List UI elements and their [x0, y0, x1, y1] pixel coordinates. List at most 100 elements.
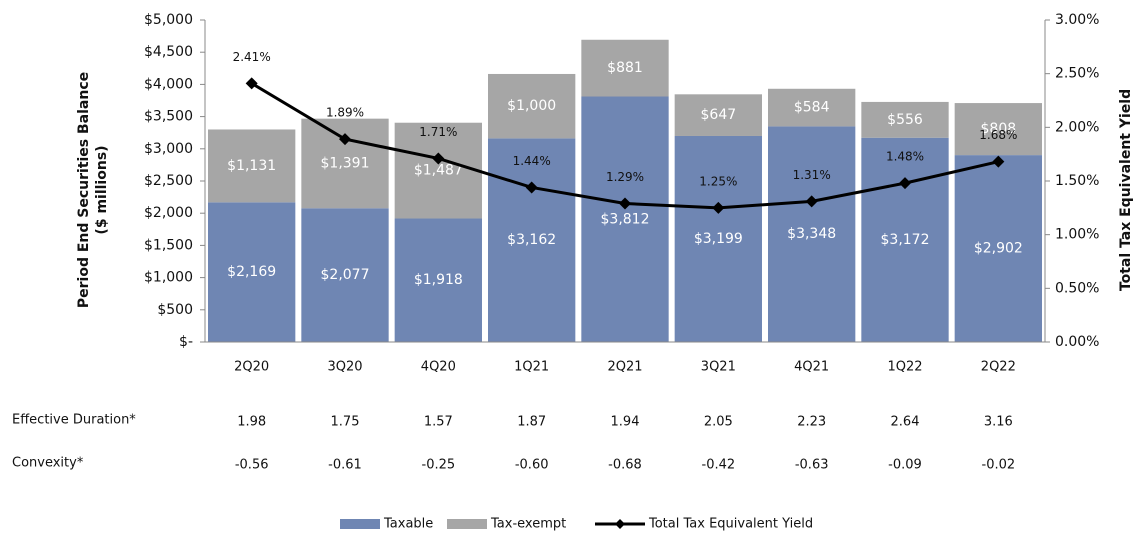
value-label: $3,199: [694, 231, 743, 247]
x-tick-label: 3Q20: [327, 360, 362, 375]
bar: [301, 208, 389, 342]
line-value-label: 1.89%: [326, 106, 364, 120]
legend-swatch: [447, 519, 487, 529]
line-marker: [525, 181, 538, 194]
x-tick-label: 1Q22: [887, 360, 922, 375]
bar: [861, 137, 949, 342]
bar: [954, 155, 1042, 342]
y-axis-title: Period End Securities Balance: [76, 72, 92, 308]
value-label: $3,162: [507, 232, 556, 248]
legend-label: Tax-exempt: [490, 517, 566, 532]
bar: [674, 135, 762, 342]
value-label: $3,348: [787, 226, 836, 242]
value-label: $1,391: [321, 155, 370, 171]
y-tick-label: $4,000: [144, 76, 193, 92]
value-label: $556: [887, 112, 923, 128]
line-marker: [245, 77, 258, 90]
value-label: $808: [981, 121, 1017, 137]
bar: [674, 94, 762, 136]
table-cell: 2.64: [891, 415, 920, 430]
table-cell: -0.09: [888, 458, 922, 473]
line-marker: [712, 201, 725, 214]
line-marker: [339, 133, 351, 146]
y2-axis-title: Total Tax Equivalent Yield: [1118, 89, 1134, 291]
x-tick-label: 2Q21: [607, 360, 642, 375]
value-label: $881: [607, 60, 643, 76]
table-cell: -0.25: [422, 458, 456, 473]
table-cell: 2.23: [797, 415, 826, 430]
table-cell: -0.02: [982, 458, 1016, 473]
x-tick-label: 2Q22: [981, 360, 1016, 375]
y-tick-label: $5,000: [144, 12, 193, 28]
value-label: $647: [701, 107, 737, 123]
table-cell: -0.42: [702, 458, 736, 473]
y2-tick-label: 0.50%: [1055, 280, 1099, 296]
value-label: $2,902: [974, 241, 1023, 257]
y2-tick-label: 1.00%: [1055, 227, 1099, 243]
line-value-label: 1.44%: [513, 154, 551, 168]
table-cell: 1.75: [331, 415, 360, 430]
line-value-label: 1.31%: [793, 168, 831, 182]
bar: [581, 39, 669, 97]
value-label: $1,918: [414, 272, 463, 288]
table-cell: 1.98: [237, 415, 266, 430]
bar: [208, 129, 296, 203]
value-label: $1,131: [227, 158, 276, 174]
legend-marker: [615, 519, 625, 529]
legend-swatch: [340, 519, 380, 529]
line-marker: [899, 177, 911, 190]
y2-tick-label: 0.00%: [1055, 334, 1099, 350]
legend-label: Total Tax Equivalent Yield: [648, 517, 813, 532]
y-tick-label: $4,500: [144, 44, 193, 60]
line-value-label: 1.29%: [606, 170, 644, 184]
y2-tick-label: 3.00%: [1055, 12, 1099, 28]
line-marker: [992, 155, 1005, 168]
bar: [394, 122, 482, 219]
bar: [208, 202, 296, 342]
table-cell: -0.63: [795, 458, 829, 473]
table-cell: 2.05: [704, 415, 733, 430]
table-row-label: Convexity*: [12, 456, 84, 471]
y-tick-label: $3,000: [144, 141, 193, 157]
value-label: $3,812: [601, 211, 650, 227]
table-cell: 3.16: [984, 415, 1013, 430]
line-value-label: 1.48%: [886, 150, 924, 164]
legend-label: Taxable: [383, 517, 433, 532]
table-row-label: Effective Duration*: [12, 413, 136, 428]
y-tick-label: $1,500: [144, 237, 193, 253]
x-tick-label: 3Q21: [701, 360, 736, 375]
line-marker: [619, 197, 631, 210]
table-cell: 1.94: [611, 415, 640, 430]
bar: [488, 73, 576, 139]
y-tick-label: $3,500: [144, 109, 193, 125]
x-tick-label: 4Q20: [421, 360, 456, 375]
y-tick-label: $2,000: [144, 205, 193, 221]
x-tick-label: 4Q21: [794, 360, 829, 375]
y-tick-label: $1,000: [144, 270, 193, 286]
y-tick-label: $500: [157, 302, 193, 318]
table-cell: -0.68: [608, 458, 642, 473]
bar: [768, 126, 856, 343]
y-tick-label: $2,500: [144, 173, 193, 189]
x-tick-label: 2Q20: [234, 360, 269, 375]
line-value-label: 1.25%: [699, 174, 737, 188]
value-label: $2,169: [227, 264, 276, 280]
y2-tick-label: 2.00%: [1055, 119, 1099, 135]
table-cell: 1.87: [517, 415, 546, 430]
line-value-label: 2.41%: [233, 50, 271, 64]
bar: [861, 101, 949, 138]
bar: [768, 88, 856, 127]
value-label: $584: [794, 100, 830, 116]
table-cell: 1.57: [424, 415, 453, 430]
bar: [488, 138, 576, 342]
value-label: $2,077: [321, 267, 370, 283]
value-label: $1,000: [507, 98, 556, 114]
value-label: $3,172: [881, 232, 930, 248]
bar: [954, 103, 1042, 156]
y-tick-label: $-: [179, 334, 193, 350]
value-label: $1,487: [414, 163, 463, 179]
y-axis-title: ($ millions): [94, 145, 110, 234]
line-value-label: 1.68%: [979, 128, 1017, 142]
table-cell: -0.61: [328, 458, 362, 473]
bar: [394, 218, 482, 342]
